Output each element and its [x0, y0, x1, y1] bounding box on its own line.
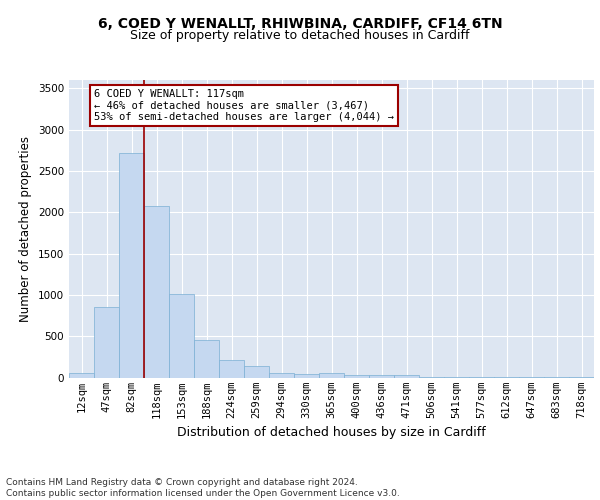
Bar — [319, 374, 344, 378]
Bar — [244, 366, 269, 378]
Bar — [144, 206, 169, 378]
Bar — [369, 374, 394, 378]
Text: 6, COED Y WENALLT, RHIWBINA, CARDIFF, CF14 6TN: 6, COED Y WENALLT, RHIWBINA, CARDIFF, CF… — [98, 18, 502, 32]
Bar — [194, 340, 219, 378]
Bar — [269, 372, 294, 378]
Bar — [394, 376, 419, 378]
Bar — [344, 374, 369, 378]
Bar — [119, 152, 144, 378]
Text: Size of property relative to detached houses in Cardiff: Size of property relative to detached ho… — [130, 29, 470, 42]
Bar — [69, 372, 94, 378]
Text: Contains HM Land Registry data © Crown copyright and database right 2024.
Contai: Contains HM Land Registry data © Crown c… — [6, 478, 400, 498]
Bar — [294, 374, 319, 378]
Bar — [169, 294, 194, 378]
Text: 6 COED Y WENALLT: 117sqm
← 46% of detached houses are smaller (3,467)
53% of sem: 6 COED Y WENALLT: 117sqm ← 46% of detach… — [94, 89, 394, 122]
Y-axis label: Number of detached properties: Number of detached properties — [19, 136, 32, 322]
Bar — [94, 308, 119, 378]
X-axis label: Distribution of detached houses by size in Cardiff: Distribution of detached houses by size … — [177, 426, 486, 439]
Bar — [219, 360, 244, 378]
